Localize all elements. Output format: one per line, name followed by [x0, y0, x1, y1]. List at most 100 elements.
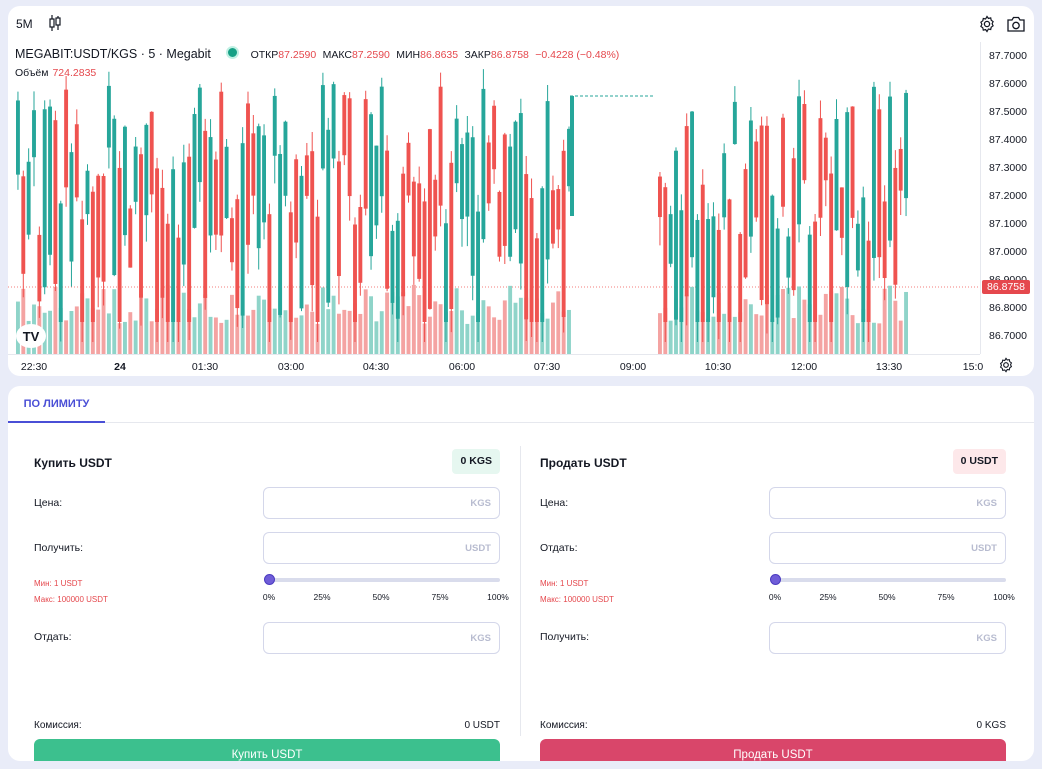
candle-body	[663, 187, 668, 322]
candle-body	[465, 132, 470, 217]
candle-body	[786, 236, 791, 278]
candle-body	[904, 92, 908, 199]
candle-body	[738, 234, 743, 322]
candle-body	[684, 126, 689, 297]
slider-handle[interactable]	[264, 574, 275, 585]
buy-give-field[interactable]: KGS	[263, 622, 500, 654]
candle-body	[331, 84, 336, 159]
volume-bar	[230, 294, 234, 354]
slider-mark[interactable]: 25%	[313, 592, 331, 602]
volume-bar	[460, 310, 464, 354]
candle-body	[545, 101, 550, 260]
candle-body	[781, 117, 785, 207]
sell-title: Продать USDT	[540, 456, 627, 470]
candle-body	[706, 219, 711, 322]
slider-mark[interactable]: 100%	[487, 592, 509, 602]
volume-bar	[390, 292, 395, 354]
volume-bar	[96, 309, 101, 354]
candle-body	[759, 125, 764, 300]
volume-bar	[690, 286, 694, 354]
currency-unit: KGS	[976, 633, 997, 644]
volume-bar	[845, 298, 850, 354]
candle-body	[315, 216, 320, 322]
ohlc-label: МИН	[396, 49, 421, 61]
buy-give-input[interactable]	[264, 623, 499, 653]
slider-track[interactable]	[775, 578, 1006, 582]
volume-bar	[518, 297, 523, 354]
tradingview-logo[interactable]: TV	[16, 324, 46, 348]
slider-mark[interactable]: 0%	[768, 592, 782, 602]
candle-body	[743, 169, 748, 278]
volume-bar	[888, 285, 892, 354]
sell-button[interactable]: Продать USDT	[540, 739, 1006, 761]
volume-bar	[502, 300, 507, 354]
volume-bar	[262, 299, 266, 354]
gear-icon[interactable]	[978, 15, 996, 33]
volume-bar	[347, 310, 352, 354]
tab-limit[interactable]: ПО ЛИМИТУ	[8, 386, 105, 423]
camera-icon[interactable]	[1006, 15, 1026, 33]
buy-receive-field[interactable]: USDT	[263, 532, 500, 564]
volume-bar	[732, 316, 737, 354]
sell-give-field[interactable]: USDT	[769, 532, 1006, 564]
buy-price-input[interactable]	[264, 488, 499, 518]
candle-body	[829, 173, 834, 322]
price-axis[interactable]: 87.7000 87.6000 87.5000 87.4000 87.3000 87.20…	[980, 42, 1034, 354]
amount-slider[interactable]: 0% 25% 50% 75% 100%	[768, 573, 1015, 602]
sell-receive-input[interactable]	[770, 623, 1005, 653]
sell-price-input[interactable]	[770, 488, 1005, 518]
slider-handle[interactable]	[770, 574, 781, 585]
candle-body	[486, 142, 491, 204]
candle-body	[224, 146, 229, 219]
slider-mark[interactable]: 100%	[993, 592, 1015, 602]
candle-body	[390, 230, 395, 303]
candlestick-plot[interactable]	[8, 42, 980, 354]
min-amount-text: Мин: 1 USDT	[34, 579, 83, 588]
volume-bar	[117, 323, 122, 354]
candle-body	[160, 187, 165, 298]
time-tick-label: 07:30	[533, 361, 561, 373]
candle-body	[444, 223, 448, 322]
candles-icon[interactable]	[48, 14, 62, 32]
volume-bar	[69, 311, 74, 354]
candle-body	[262, 135, 266, 223]
volume-bar	[855, 323, 860, 354]
slider-mark[interactable]: 50%	[878, 592, 896, 602]
axis-settings-icon[interactable]	[998, 357, 1014, 373]
last-price-tag: 86.8758	[982, 280, 1030, 294]
candle-body	[101, 175, 106, 282]
sell-give-input[interactable]	[770, 533, 1005, 563]
buy-price-field[interactable]: KGS	[263, 487, 500, 519]
slider-mark[interactable]: 0%	[262, 592, 276, 602]
interval-button[interactable]: 5М	[16, 17, 33, 31]
slider-mark[interactable]: 25%	[819, 592, 837, 602]
volume-bar	[781, 289, 785, 354]
volume-bar	[16, 301, 20, 354]
candle-body	[219, 91, 224, 236]
buy-button[interactable]: Купить USDT	[34, 739, 500, 761]
chart-legend: MEGABIT:USDT/KGS · 5 · Megabit ОТКР87.25…	[15, 46, 622, 61]
candle-body	[513, 121, 518, 230]
slider-mark[interactable]: 50%	[372, 592, 390, 602]
slider-mark[interactable]: 75%	[431, 592, 449, 602]
volume-bar	[551, 302, 555, 354]
volume-legend: Объём 724.2835	[15, 67, 96, 79]
volume-bar	[48, 310, 52, 354]
candle-body	[492, 105, 497, 170]
volume-bar	[486, 306, 491, 354]
volume-bar	[743, 299, 748, 354]
slider-mark[interactable]: 75%	[937, 592, 955, 602]
sell-receive-field[interactable]: KGS	[769, 622, 1006, 654]
candle-body	[524, 174, 529, 320]
volume-bar	[251, 309, 256, 354]
time-axis[interactable]: 22:30 24 01:30 03:00 04:30 06:00 07:30 09:00 10:…	[8, 354, 983, 376]
volume-bar	[160, 288, 165, 354]
buy-receive-input[interactable]	[264, 533, 499, 563]
amount-slider[interactable]: 0% 25% 50% 75% 100%	[262, 573, 509, 602]
volume-bar	[722, 313, 727, 354]
sell-price-field[interactable]: KGS	[769, 487, 1006, 519]
order-panel: ПО ЛИМИТУ Купить USDT 0 KGS Цена: KGS По…	[8, 386, 1034, 761]
candle-body	[850, 106, 855, 218]
candle-body	[374, 145, 379, 226]
slider-track[interactable]	[269, 578, 500, 582]
